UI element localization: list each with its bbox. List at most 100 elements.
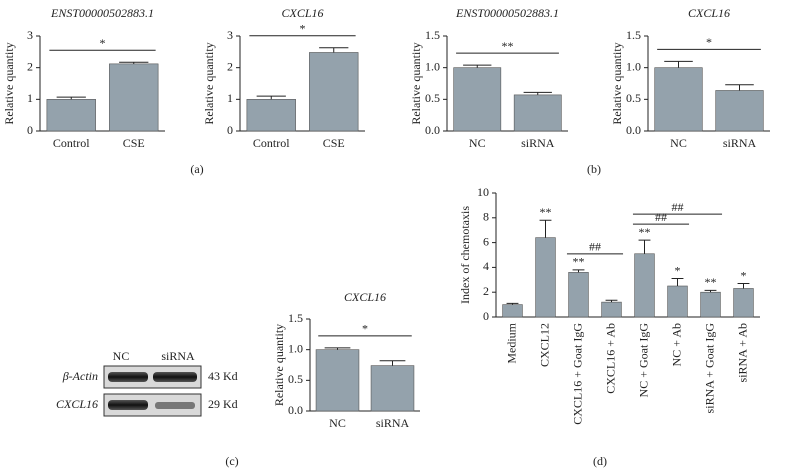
bar — [535, 237, 556, 318]
bar — [634, 253, 655, 318]
bar — [700, 291, 721, 318]
blot-strip — [103, 393, 202, 417]
bar — [654, 67, 703, 132]
error-bar — [319, 47, 349, 53]
error-bar — [605, 299, 618, 303]
x-tick-label: NC — [329, 416, 346, 430]
error-bar — [539, 219, 552, 238]
y-axis-label: Relative quantity — [2, 42, 16, 124]
error-bar — [572, 269, 585, 273]
y-axis-label: Relative quantity — [272, 324, 286, 406]
bar — [601, 301, 622, 318]
error-bar — [664, 60, 693, 68]
error-bar — [638, 239, 651, 254]
bar — [513, 94, 562, 132]
error-bar — [704, 289, 717, 293]
y-tick-label: 1.5 — [425, 28, 440, 42]
y-tick-label: 0.0 — [288, 403, 303, 417]
chart-title: ENST00000502883.1 — [455, 6, 559, 20]
chart-title: CXCL16 — [344, 290, 386, 304]
y-tick-label: 2 — [227, 59, 233, 73]
x-tick-label: siRNA — [723, 136, 757, 150]
x-tick-label: Control — [253, 136, 290, 150]
y-tick-label: 0.0 — [626, 123, 641, 137]
significance-label: ## — [655, 210, 667, 224]
blot-band — [108, 372, 148, 382]
y-tick-label: 3 — [27, 28, 33, 42]
y-axis-label: Relative quantity — [202, 42, 216, 124]
blot-size: 29 Kd — [208, 397, 238, 411]
significance-label: ** — [502, 39, 514, 53]
y-tick-label: 0.5 — [626, 91, 641, 105]
western-blot: NC siRNA β-Actin CXCL16 43 Kd 29 Kd — [56, 349, 238, 417]
y-tick-label: 0 — [27, 123, 33, 137]
y-tick-label: 1.0 — [626, 59, 641, 73]
blot-band — [155, 402, 195, 409]
x-tick-label: NC + Ab — [669, 323, 683, 366]
x-tick-label: siRNA + Ab — [735, 323, 749, 382]
bar — [715, 90, 764, 132]
blot-column: NC — [113, 349, 130, 363]
bar — [502, 304, 523, 318]
significance-label: * — [706, 35, 712, 49]
y-tick-label: 1.5 — [288, 311, 303, 325]
y-tick-label: 1.0 — [425, 59, 440, 73]
blot-strip — [103, 365, 202, 389]
bar — [733, 288, 754, 318]
x-tick-label: CXCL12 — [537, 323, 551, 367]
x-tick-label: NC + Goat IgG — [636, 323, 650, 398]
bar-label: * — [675, 263, 681, 277]
y-tick-label: 4 — [483, 259, 489, 273]
bar — [46, 99, 96, 132]
x-tick-label: CSE — [123, 136, 145, 150]
x-tick-label: CXCL16 + Goat IgG — [570, 323, 584, 425]
blot-column: siRNA — [161, 349, 195, 363]
bar-label: ** — [540, 205, 552, 219]
chart-title: CXCL16 — [688, 6, 730, 20]
x-tick-label: siRNA — [521, 136, 555, 150]
x-tick-label: NC — [670, 136, 687, 150]
x-tick-label: NC — [469, 136, 486, 150]
y-tick-label: 8 — [483, 210, 489, 224]
error-bar — [56, 96, 86, 100]
y-axis-label: Relative quantity — [409, 42, 423, 124]
bar — [246, 99, 296, 132]
panel-label: (b) — [587, 162, 601, 176]
y-tick-label: 2 — [27, 59, 33, 73]
error-bar — [379, 360, 406, 366]
significance-label: ## — [589, 240, 601, 254]
chart-title: CXCL16 — [281, 6, 323, 20]
blot-band — [108, 400, 148, 410]
panel-label: (c) — [225, 454, 238, 468]
blot-row-label: CXCL16 — [56, 397, 98, 411]
error-bar — [671, 278, 684, 286]
y-axis-label: Relative quantity — [610, 42, 624, 124]
y-tick-label: 1 — [227, 91, 233, 105]
significance-label: ## — [672, 200, 684, 214]
error-bar — [324, 347, 351, 350]
blot-band — [153, 372, 197, 382]
chart-title: ENST00000502883.1 — [50, 6, 154, 20]
y-tick-label: 0 — [483, 309, 489, 323]
panel-label: (d) — [593, 454, 607, 468]
error-bar — [463, 64, 492, 68]
y-tick-label: 6 — [483, 234, 489, 248]
error-bar — [523, 91, 552, 95]
significance-label: * — [362, 322, 368, 336]
panel-label: (a) — [190, 162, 203, 176]
y-tick-label: 0.5 — [425, 91, 440, 105]
y-axis-label: Index of chemotaxis — [458, 206, 472, 304]
y-tick-label: 3 — [227, 28, 233, 42]
y-tick-label: 0.0 — [425, 123, 440, 137]
x-tick-label: CSE — [323, 136, 345, 150]
bar — [568, 272, 589, 318]
x-tick-label: CXCL16 + Ab — [603, 323, 617, 394]
blot-size: 43 Kd — [208, 369, 238, 383]
error-bar — [506, 302, 519, 305]
error-bar — [725, 84, 754, 91]
error-bar — [119, 61, 149, 64]
bar-label: ** — [573, 255, 585, 269]
y-tick-label: 1.5 — [626, 28, 641, 42]
y-tick-label: 0 — [227, 123, 233, 137]
